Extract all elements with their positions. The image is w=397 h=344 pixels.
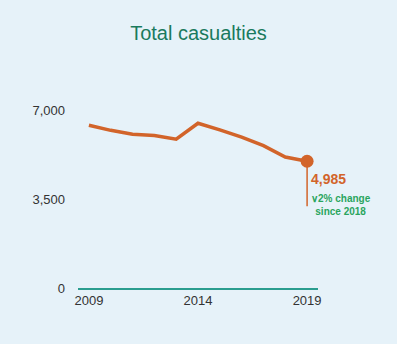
svg-text:4,985: 4,985: [311, 171, 346, 187]
svg-text:2014: 2014: [184, 293, 213, 308]
svg-text:Total casualties: Total casualties: [130, 22, 267, 44]
svg-text:3,500: 3,500: [32, 192, 65, 207]
svg-text:0: 0: [58, 281, 65, 296]
svg-text:2019: 2019: [293, 293, 322, 308]
svg-text:2009: 2009: [74, 293, 103, 308]
svg-text:∨2% changesince 2018: ∨2% changesince 2018: [311, 193, 371, 217]
svg-text:7,000: 7,000: [32, 103, 65, 118]
